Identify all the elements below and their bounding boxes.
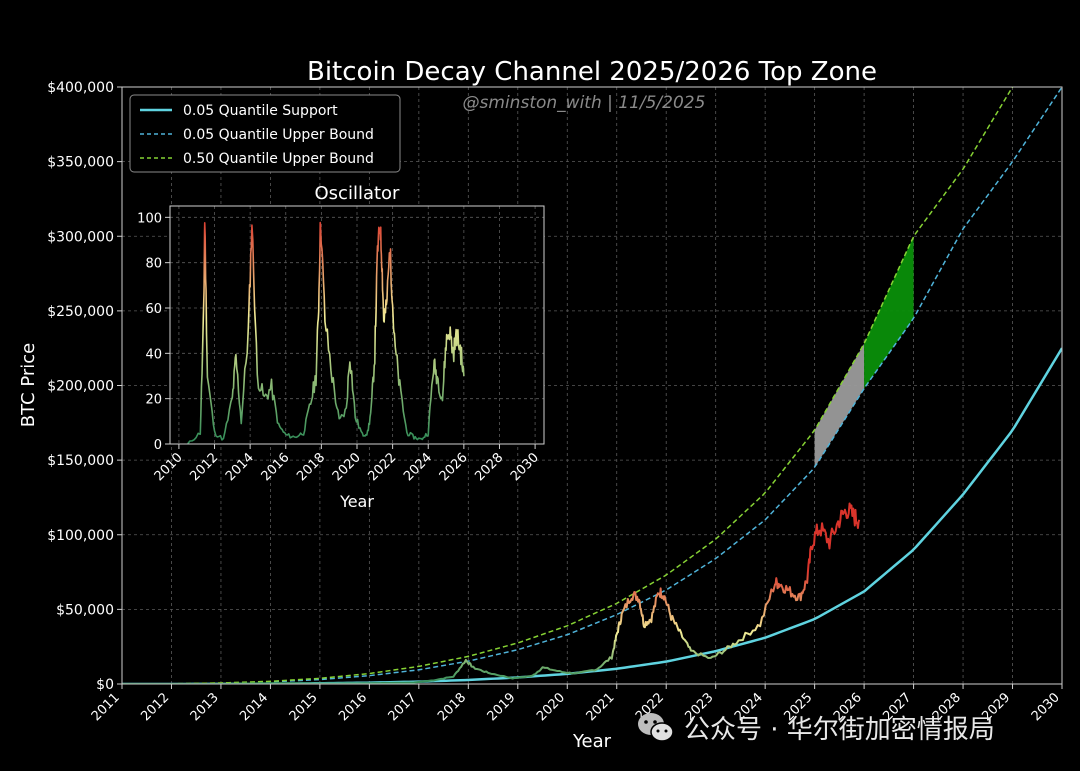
series-line-upper-050: [122, 87, 1014, 684]
top-zone-2025: [814, 343, 865, 468]
legend-entry-upper-050: 0.50 Quantile Upper Bound: [183, 151, 374, 167]
inset-x-tick-label: 2018: [294, 450, 328, 484]
inset-x-tick-labels: 2010 2012 2014 2016 2018 2020 2022 2024 2026 2028…: [152, 444, 542, 484]
wechat-logo-icon: [638, 713, 674, 742]
btc-price-line: [122, 502, 861, 684]
oscillator-series: [187, 221, 465, 444]
top-zones: [814, 236, 914, 468]
x-tick-label: 2014: [237, 690, 271, 724]
x-tick-label: 2018: [435, 690, 469, 724]
inset-x-tick-label: 2014: [223, 450, 257, 484]
svg-text:公众号 · 华尔街加密情报局: 公众号 · 华尔街加密情报局: [684, 715, 995, 745]
chart-subtitle: @sminston_with | 11/5/2025: [463, 93, 706, 113]
y-axis-label: BTC Price: [18, 343, 39, 428]
x-tick-label: 2020: [534, 690, 568, 724]
x-tick-label: 2017: [386, 690, 420, 724]
oscillator-line: [187, 221, 465, 444]
inset-y-tick-label: 80: [145, 257, 162, 272]
y-tick-label: $400,000: [47, 80, 114, 96]
x-tick-label: 2015: [287, 690, 321, 724]
y-tick-label: $150,000: [47, 453, 114, 469]
y-tick-label: $250,000: [47, 304, 114, 320]
inset-background: [170, 206, 544, 444]
x-tick-label: 2011: [89, 690, 123, 724]
watermark: 公众号 · 华尔街加密情报局: [636, 708, 1064, 748]
y-tick-label: $100,000: [47, 528, 114, 544]
oscillator-inset: 2010 2012 2014 2016 2018 2020 2022 2024 2026 2028…: [137, 183, 545, 511]
inset-y-tick-label: 0: [154, 438, 162, 453]
x-axis-label: Year: [572, 731, 612, 752]
inset-y-tick-labels: 0 20 40 60 80 100: [137, 211, 170, 453]
x-tick-label: 2019: [485, 690, 519, 724]
legend-box: [129, 94, 401, 173]
legend-entry-support: 0.05 Quantile Support: [183, 103, 338, 119]
watermark-text-image: 公众号 · 华尔街加密情报局: [684, 715, 995, 745]
inset-x-tick-label: 2024: [401, 450, 435, 484]
x-tick-label: 2016: [336, 690, 370, 724]
inset-x-tick-label: 2016: [259, 450, 293, 484]
inset-y-tick-label: 100: [137, 211, 162, 226]
x-tick-label: 2013: [188, 690, 222, 724]
inset-title: Oscillator: [315, 183, 401, 204]
y-tick-labels: $0 $50,000 $100,000 $150,000 $200,000 $250,00…: [47, 80, 122, 693]
inset-x-tick-label: 2012: [187, 450, 221, 484]
inset-x-tick-label: 2030: [508, 450, 542, 484]
legend-entry-upper-005: 0.05 Quantile Upper Bound: [183, 127, 374, 143]
y-tick-label: $300,000: [47, 229, 114, 245]
inset-x-tick-label: 2028: [472, 450, 506, 484]
top-zone-2026: [864, 236, 914, 389]
y-tick-label: $350,000: [47, 155, 114, 171]
y-tick-label: $0: [96, 677, 114, 693]
legend: 0.05 Quantile Support 0.05 Quantile Uppe…: [129, 94, 401, 173]
inset-y-tick-label: 20: [145, 393, 162, 408]
y-tick-label: $50,000: [56, 602, 114, 618]
inset-x-axis-label: Year: [339, 492, 374, 511]
inset-x-tick-label: 2020: [330, 450, 364, 484]
y-tick-label: $200,000: [47, 379, 114, 395]
inset-y-tick-label: 40: [145, 347, 162, 362]
x-tick-label: 2012: [138, 690, 172, 724]
inset-x-tick-label: 2010: [152, 450, 186, 484]
chart-title: Bitcoin Decay Channel 2025/2026 Top Zone: [307, 57, 877, 87]
inset-x-tick-label: 2022: [365, 450, 399, 484]
x-tick-label: 2021: [584, 690, 618, 724]
inset-x-tick-label: 2026: [437, 450, 471, 484]
inset-y-tick-label: 60: [145, 302, 162, 317]
btc-price-series: [122, 502, 861, 684]
